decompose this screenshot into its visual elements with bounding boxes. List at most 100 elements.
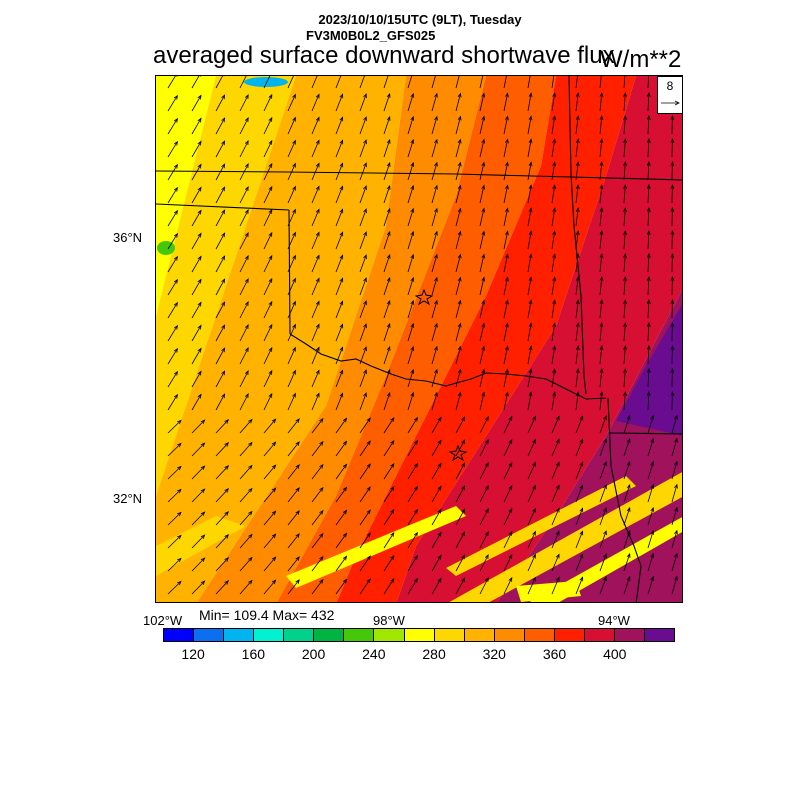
wind-vector (575, 184, 580, 204)
map-title: averaged surface downward shortwave flux (153, 42, 615, 69)
wind-vector (167, 324, 178, 342)
wind-vector (287, 579, 300, 595)
wind-vector (646, 298, 651, 319)
colorbar-box (164, 629, 195, 641)
wind-vector (455, 161, 462, 181)
wind-vector (383, 578, 395, 595)
wind-vector (647, 414, 655, 434)
colorbar-tick-label: 240 (362, 646, 386, 662)
wind-vector (407, 92, 415, 112)
wind-vector (455, 276, 462, 296)
wind-vector (671, 483, 678, 503)
wind-vector (383, 368, 391, 388)
wind-vector (335, 185, 344, 204)
wind-vector (527, 253, 533, 273)
wind-vector (599, 230, 604, 250)
colorbar-tick-label: 360 (542, 646, 567, 662)
wind-vector (311, 440, 324, 457)
wind-vector (383, 184, 391, 204)
wind-vector (599, 276, 604, 296)
wind-vector (407, 462, 418, 480)
wind-vector (670, 252, 675, 273)
wind-vector (527, 138, 533, 158)
wind-vector (359, 369, 367, 388)
wind-vector (383, 253, 391, 273)
wind-vector (335, 417, 348, 434)
wind-vector (551, 230, 557, 250)
wind-vector (239, 255, 249, 273)
wind-vector (167, 163, 178, 181)
wind-vector (215, 301, 226, 319)
wind-vector (599, 138, 604, 158)
wind-vector (646, 390, 651, 411)
wind-vector (527, 530, 536, 549)
wind-vector (311, 277, 320, 296)
wind-vector (359, 555, 371, 572)
wind-vector (479, 368, 486, 388)
border-tx-east (607, 397, 642, 602)
wind-vector (215, 163, 226, 181)
wind-vector (551, 138, 557, 158)
wind-vector (263, 277, 273, 296)
wind-vector (527, 184, 533, 204)
wind-vector (646, 321, 651, 342)
wind-vector (455, 230, 462, 250)
wind-vector (191, 117, 202, 135)
wind-vector (455, 138, 462, 158)
wind-vector (503, 368, 509, 388)
wind-vector (503, 76, 507, 89)
colorbar-box (284, 629, 315, 641)
wind-vector (383, 161, 391, 181)
wind-vector (646, 229, 651, 250)
wind-vector (503, 553, 513, 572)
wind-vector (623, 115, 627, 135)
wind-vector (647, 76, 650, 89)
wind-vector (503, 184, 509, 204)
wind-vector (239, 94, 249, 112)
wind-vector (551, 184, 557, 204)
wind-vector (551, 115, 557, 135)
wind-vector (191, 580, 206, 595)
wind-vector (311, 369, 320, 388)
wind-vector (311, 323, 320, 342)
wind-vector (670, 137, 675, 158)
wind-vector (479, 299, 486, 319)
wind-vector (575, 161, 580, 181)
colorbar-tick-label: 400 (603, 646, 627, 662)
wind-vector (407, 416, 418, 434)
wind-vector (575, 76, 578, 89)
wind-vector (575, 391, 580, 411)
field-band-orange-red (277, 76, 556, 602)
wind-vector (383, 92, 391, 112)
wind-vector (479, 230, 486, 250)
wind-vector (503, 207, 509, 227)
wind-vector (191, 442, 206, 457)
wind-vector (407, 184, 415, 204)
wind-vector (407, 391, 415, 411)
wind-vector (599, 553, 607, 572)
field-band-red (336, 76, 636, 602)
wind-vector (479, 554, 489, 572)
wind-vector (575, 253, 580, 273)
wind-vector (431, 138, 438, 158)
wind-vector (287, 208, 296, 227)
wind-vector (287, 464, 300, 480)
wind-vector (575, 230, 580, 250)
wind-vector (407, 439, 418, 457)
flux-field (156, 76, 682, 602)
wind-vector (335, 369, 344, 388)
wind-vector (503, 299, 509, 319)
border-panhandle (156, 203, 290, 211)
colorbar-tick-label: 120 (181, 646, 205, 662)
wind-vector (359, 208, 367, 227)
wind-vector (239, 278, 249, 296)
colorbar-box (224, 629, 255, 641)
wind-vector (479, 485, 489, 503)
wind-vector (670, 275, 675, 296)
wind-vector (287, 231, 296, 250)
wind-vector (167, 488, 182, 503)
wind-vector (191, 301, 202, 319)
wind-vector (239, 441, 253, 457)
wind-vector (383, 230, 391, 250)
wind-vector (431, 161, 438, 181)
